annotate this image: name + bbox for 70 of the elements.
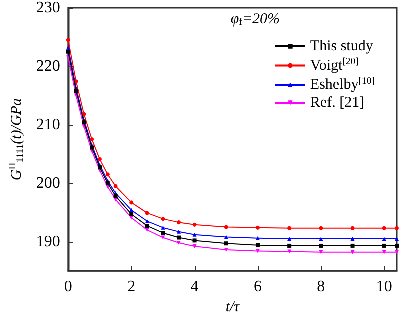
point xyxy=(224,242,228,246)
point xyxy=(145,224,150,228)
x-tick-label: 10 xyxy=(376,278,392,296)
point xyxy=(66,46,70,50)
x-tick-label: 8 xyxy=(317,278,326,296)
point xyxy=(256,243,260,248)
point xyxy=(382,226,386,230)
point xyxy=(114,194,118,198)
point xyxy=(130,200,134,205)
point xyxy=(192,222,197,227)
legend-label: Ref. [21] xyxy=(310,95,365,111)
point xyxy=(192,232,197,237)
point xyxy=(130,212,134,216)
point xyxy=(161,217,166,222)
point xyxy=(319,244,324,248)
point xyxy=(319,236,324,241)
point xyxy=(288,244,292,248)
point xyxy=(176,236,181,240)
point xyxy=(74,80,78,84)
point xyxy=(161,226,166,230)
point xyxy=(98,157,102,162)
point xyxy=(350,226,355,230)
point xyxy=(192,244,197,249)
point xyxy=(145,211,150,216)
point xyxy=(176,241,181,246)
point xyxy=(90,146,94,150)
y-axis-title: GH1111(t)/GPa xyxy=(8,98,26,181)
point xyxy=(350,244,355,248)
point xyxy=(90,138,94,142)
point xyxy=(98,166,102,170)
point xyxy=(74,89,78,94)
point xyxy=(224,225,228,230)
point xyxy=(288,236,292,241)
y-tick-label: 190 xyxy=(36,233,60,250)
y-tick-label: 220 xyxy=(36,58,60,75)
point xyxy=(382,236,386,241)
y-tick-label: 210 xyxy=(36,116,60,134)
point xyxy=(161,231,166,236)
point xyxy=(66,50,70,54)
point xyxy=(382,244,386,248)
point xyxy=(82,120,86,125)
y-tick-label: 200 xyxy=(36,174,60,192)
point xyxy=(350,250,355,254)
point xyxy=(192,238,197,243)
point xyxy=(350,236,355,241)
point xyxy=(395,226,399,230)
point xyxy=(395,244,399,248)
point xyxy=(256,226,260,230)
legend-label: This study xyxy=(310,38,374,54)
x-tick-label: 2 xyxy=(128,278,136,296)
x-tick-label: 6 xyxy=(254,278,262,296)
point xyxy=(395,236,399,241)
point xyxy=(224,248,228,252)
y-tick-label: 230 xyxy=(36,0,60,16)
point xyxy=(256,249,260,254)
point xyxy=(288,226,292,230)
x-axis-title: t/τ xyxy=(226,300,240,316)
point xyxy=(66,38,70,42)
point xyxy=(256,236,260,240)
point xyxy=(145,228,150,232)
x-tick-label: 0 xyxy=(64,278,72,296)
point xyxy=(106,172,110,177)
point xyxy=(319,226,324,230)
point xyxy=(176,230,181,234)
point xyxy=(130,208,134,212)
point xyxy=(176,220,181,225)
point xyxy=(395,250,399,254)
point xyxy=(114,184,118,188)
point xyxy=(145,219,150,224)
x-tick-label: 4 xyxy=(190,278,199,296)
